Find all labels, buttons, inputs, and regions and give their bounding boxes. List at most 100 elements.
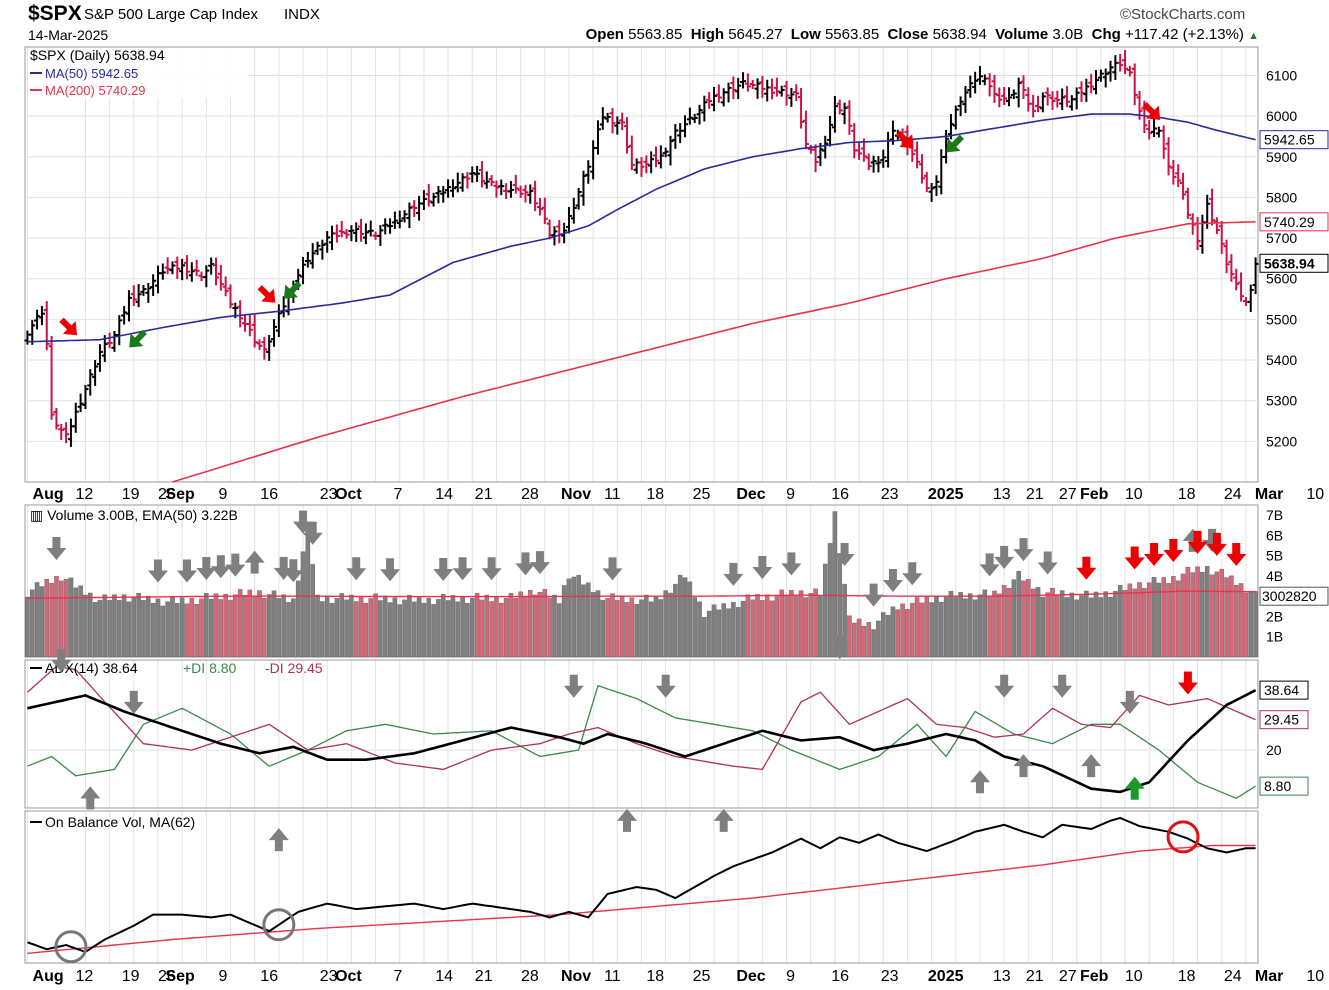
volume-bar: [832, 511, 838, 658]
price-bar: [154, 265, 161, 294]
price-bar: [212, 257, 219, 286]
adx-line: [27, 689, 1257, 794]
price-bar: [793, 84, 800, 102]
price-bar: [1073, 87, 1080, 110]
price-bar: [445, 179, 452, 198]
x-axis-label: 21: [1026, 968, 1044, 985]
volume-bar: [194, 603, 199, 658]
price-bar: [822, 135, 829, 159]
x-axis-label: 28: [521, 486, 539, 503]
volume-bar: [54, 576, 59, 658]
adx-last-value: 29.45: [1264, 712, 1299, 728]
adx-gray-arrow: [994, 674, 1015, 698]
x-axis-label: 16: [831, 968, 849, 985]
red-signal-arrow: [895, 130, 914, 149]
price-bar: [271, 319, 278, 347]
x-axis-label: 25: [693, 968, 711, 985]
volume-bar: [953, 597, 959, 658]
price-bar: [43, 301, 50, 351]
volume-bar: [252, 595, 257, 658]
volume-bar: [1171, 576, 1176, 658]
price-bar: [1126, 65, 1133, 77]
x-axis-label: 23: [320, 968, 338, 985]
price-bar: [266, 335, 273, 361]
ma50-line: [27, 113, 1256, 343]
adx-tick-label: 20: [1266, 742, 1282, 758]
volume-bar: [1248, 591, 1254, 658]
volume-bar: [615, 600, 620, 658]
price-bar: [773, 77, 780, 97]
price-bar: [174, 256, 181, 279]
volume-bar: [1156, 582, 1162, 658]
adx-gray-arrow: [80, 786, 101, 810]
x-axis-label: 9: [786, 486, 795, 503]
panel-3-grid: [26, 660, 1247, 808]
x-axis-label: 23: [881, 968, 899, 985]
price-bar: [541, 197, 548, 225]
price-bar: [928, 182, 935, 202]
price-tick-label: 6000: [1266, 108, 1297, 124]
volume-bar: [1238, 583, 1244, 658]
x-axis-label: 12: [76, 968, 94, 985]
volume-bar: [755, 594, 760, 658]
arrow-shape: [1124, 546, 1145, 570]
arrow-shape: [302, 521, 323, 545]
open-label: Open: [585, 26, 624, 43]
price-bar: [1170, 160, 1177, 185]
price-bar: [454, 172, 461, 193]
price-bar: [532, 180, 539, 212]
price-bar: [256, 339, 263, 350]
volume-gray-arrow: [863, 583, 884, 607]
arrow-shape: [895, 130, 914, 149]
price-bar: [251, 314, 258, 348]
volume-bar: [117, 600, 122, 658]
brand-logo[interactable]: ©StockCharts.com: [1120, 6, 1246, 23]
price-bar: [449, 179, 456, 198]
price-bar: [150, 274, 157, 297]
price-bar: [677, 123, 684, 144]
price-bar: [275, 304, 282, 338]
last-value-label: 5638.94: [1264, 255, 1315, 271]
price-bar: [1097, 69, 1104, 82]
price-bar: [1131, 63, 1138, 106]
price-bar: [1005, 87, 1012, 107]
chart-symbol[interactable]: $SPX: [28, 2, 82, 25]
volume-bar: [716, 609, 722, 658]
volume-gray-arrow: [994, 545, 1015, 569]
price-bar: [962, 85, 969, 114]
x-axis-label: 26: [158, 968, 176, 985]
volume-bar: [68, 577, 74, 658]
chart-exchange: INDX: [284, 6, 320, 23]
arrow-shape: [283, 281, 302, 299]
volume-bar: [547, 597, 552, 658]
x-axis-label: Nov: [561, 486, 591, 503]
last-value-label: 5740.29: [1264, 214, 1315, 230]
x-axis-label: 21: [475, 968, 493, 985]
volume-bar: [39, 586, 45, 658]
adx-gray-arrow: [51, 649, 72, 672]
volume-bar: [368, 598, 373, 658]
volume-gray-arrow: [752, 556, 773, 580]
price-bar: [764, 79, 771, 102]
price-bar: [590, 140, 597, 180]
price-bar: [464, 172, 471, 189]
volume-bar: [1059, 590, 1065, 658]
volume-bar: [353, 601, 359, 658]
x-axis-label: 10: [1306, 486, 1324, 503]
volume-bar: [1200, 571, 1205, 658]
volume-gray-arrow: [902, 562, 923, 586]
volume-bar: [1088, 597, 1094, 658]
adx-gray-arrow: [1119, 690, 1140, 714]
volume-bar: [968, 593, 973, 658]
adx-legend-adx: ADX(14) 38.64: [45, 660, 138, 676]
volume-bar: [1204, 566, 1210, 658]
x-axis-label: 19: [122, 486, 140, 503]
price-bar: [599, 107, 606, 130]
volume-gray-arrow: [481, 557, 502, 581]
price-bar: [38, 305, 45, 326]
volume-bar: [421, 602, 427, 658]
price-bar: [657, 145, 664, 169]
volume-bar: [644, 594, 649, 658]
volume-bars: [25, 511, 1258, 658]
